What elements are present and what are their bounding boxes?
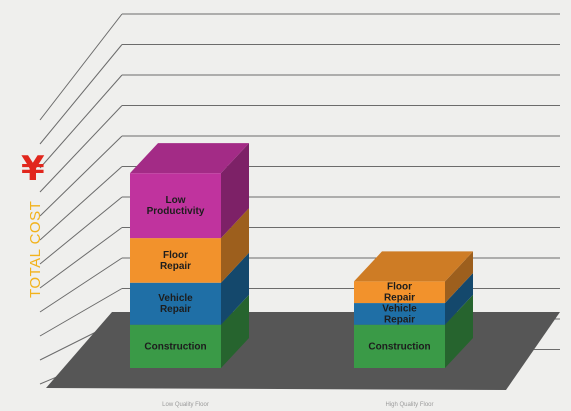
gridline-perspective xyxy=(39,135,123,217)
gridline-perspective xyxy=(39,166,123,241)
category-label: High Quality Floor xyxy=(385,402,433,408)
y-axis-title: TOTAL COST xyxy=(27,201,44,298)
bar-segment-side xyxy=(221,252,249,325)
gridline-perspective xyxy=(39,227,123,289)
bar-segment-front xyxy=(354,281,445,304)
bar-segment-front xyxy=(354,324,445,368)
bar-segment-front xyxy=(130,282,221,325)
bar-segment-side xyxy=(445,294,473,368)
bar-segment-top xyxy=(354,251,473,282)
segment-label: Vehicle Repair xyxy=(158,293,193,315)
bar-segment-side xyxy=(221,208,249,283)
segment-label: Low Productivity xyxy=(147,195,205,217)
bars-layer xyxy=(130,143,473,368)
bar-segment-side xyxy=(445,273,473,325)
segment-label: Floor Repair xyxy=(384,282,415,304)
segment-label: Vehicle Repair xyxy=(382,303,417,325)
currency-icon: ¥ xyxy=(21,149,45,189)
segment-label: Construction xyxy=(368,341,430,352)
category-label: Low Quality Floor xyxy=(162,402,209,408)
bar-segment-top xyxy=(130,143,249,174)
segment-label: Construction xyxy=(144,341,206,352)
bar-segment-front xyxy=(130,324,221,368)
bar-segment-side xyxy=(221,143,249,239)
gridline-perspective xyxy=(39,257,123,313)
bar-segment-front xyxy=(354,303,445,325)
bar-segment-side xyxy=(445,251,473,304)
segment-label: Floor Repair xyxy=(160,250,191,272)
gridline-perspective xyxy=(39,196,123,265)
gridline-perspective xyxy=(39,105,123,193)
gridline-perspective xyxy=(39,13,123,121)
gridline-perspective xyxy=(39,74,123,169)
bar-segment-front xyxy=(130,238,221,283)
gridline-perspective xyxy=(39,44,123,145)
chart-floor xyxy=(46,312,560,390)
gridline-perspective xyxy=(39,288,123,337)
bar-segment-side xyxy=(221,294,249,368)
floor-layer xyxy=(46,312,560,390)
bar-segment-front xyxy=(130,173,221,239)
